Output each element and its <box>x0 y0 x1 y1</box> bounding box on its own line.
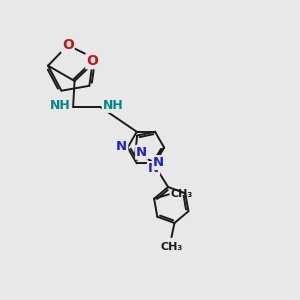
Text: NH: NH <box>103 99 124 112</box>
Text: O: O <box>62 38 74 52</box>
Text: N: N <box>116 140 127 153</box>
Text: N: N <box>148 162 159 175</box>
Text: CH₃: CH₃ <box>160 242 183 252</box>
Text: O: O <box>86 54 98 68</box>
Text: N: N <box>153 156 164 169</box>
Text: NH: NH <box>50 99 71 112</box>
Text: N: N <box>136 146 147 159</box>
Text: CH₃: CH₃ <box>170 189 193 199</box>
